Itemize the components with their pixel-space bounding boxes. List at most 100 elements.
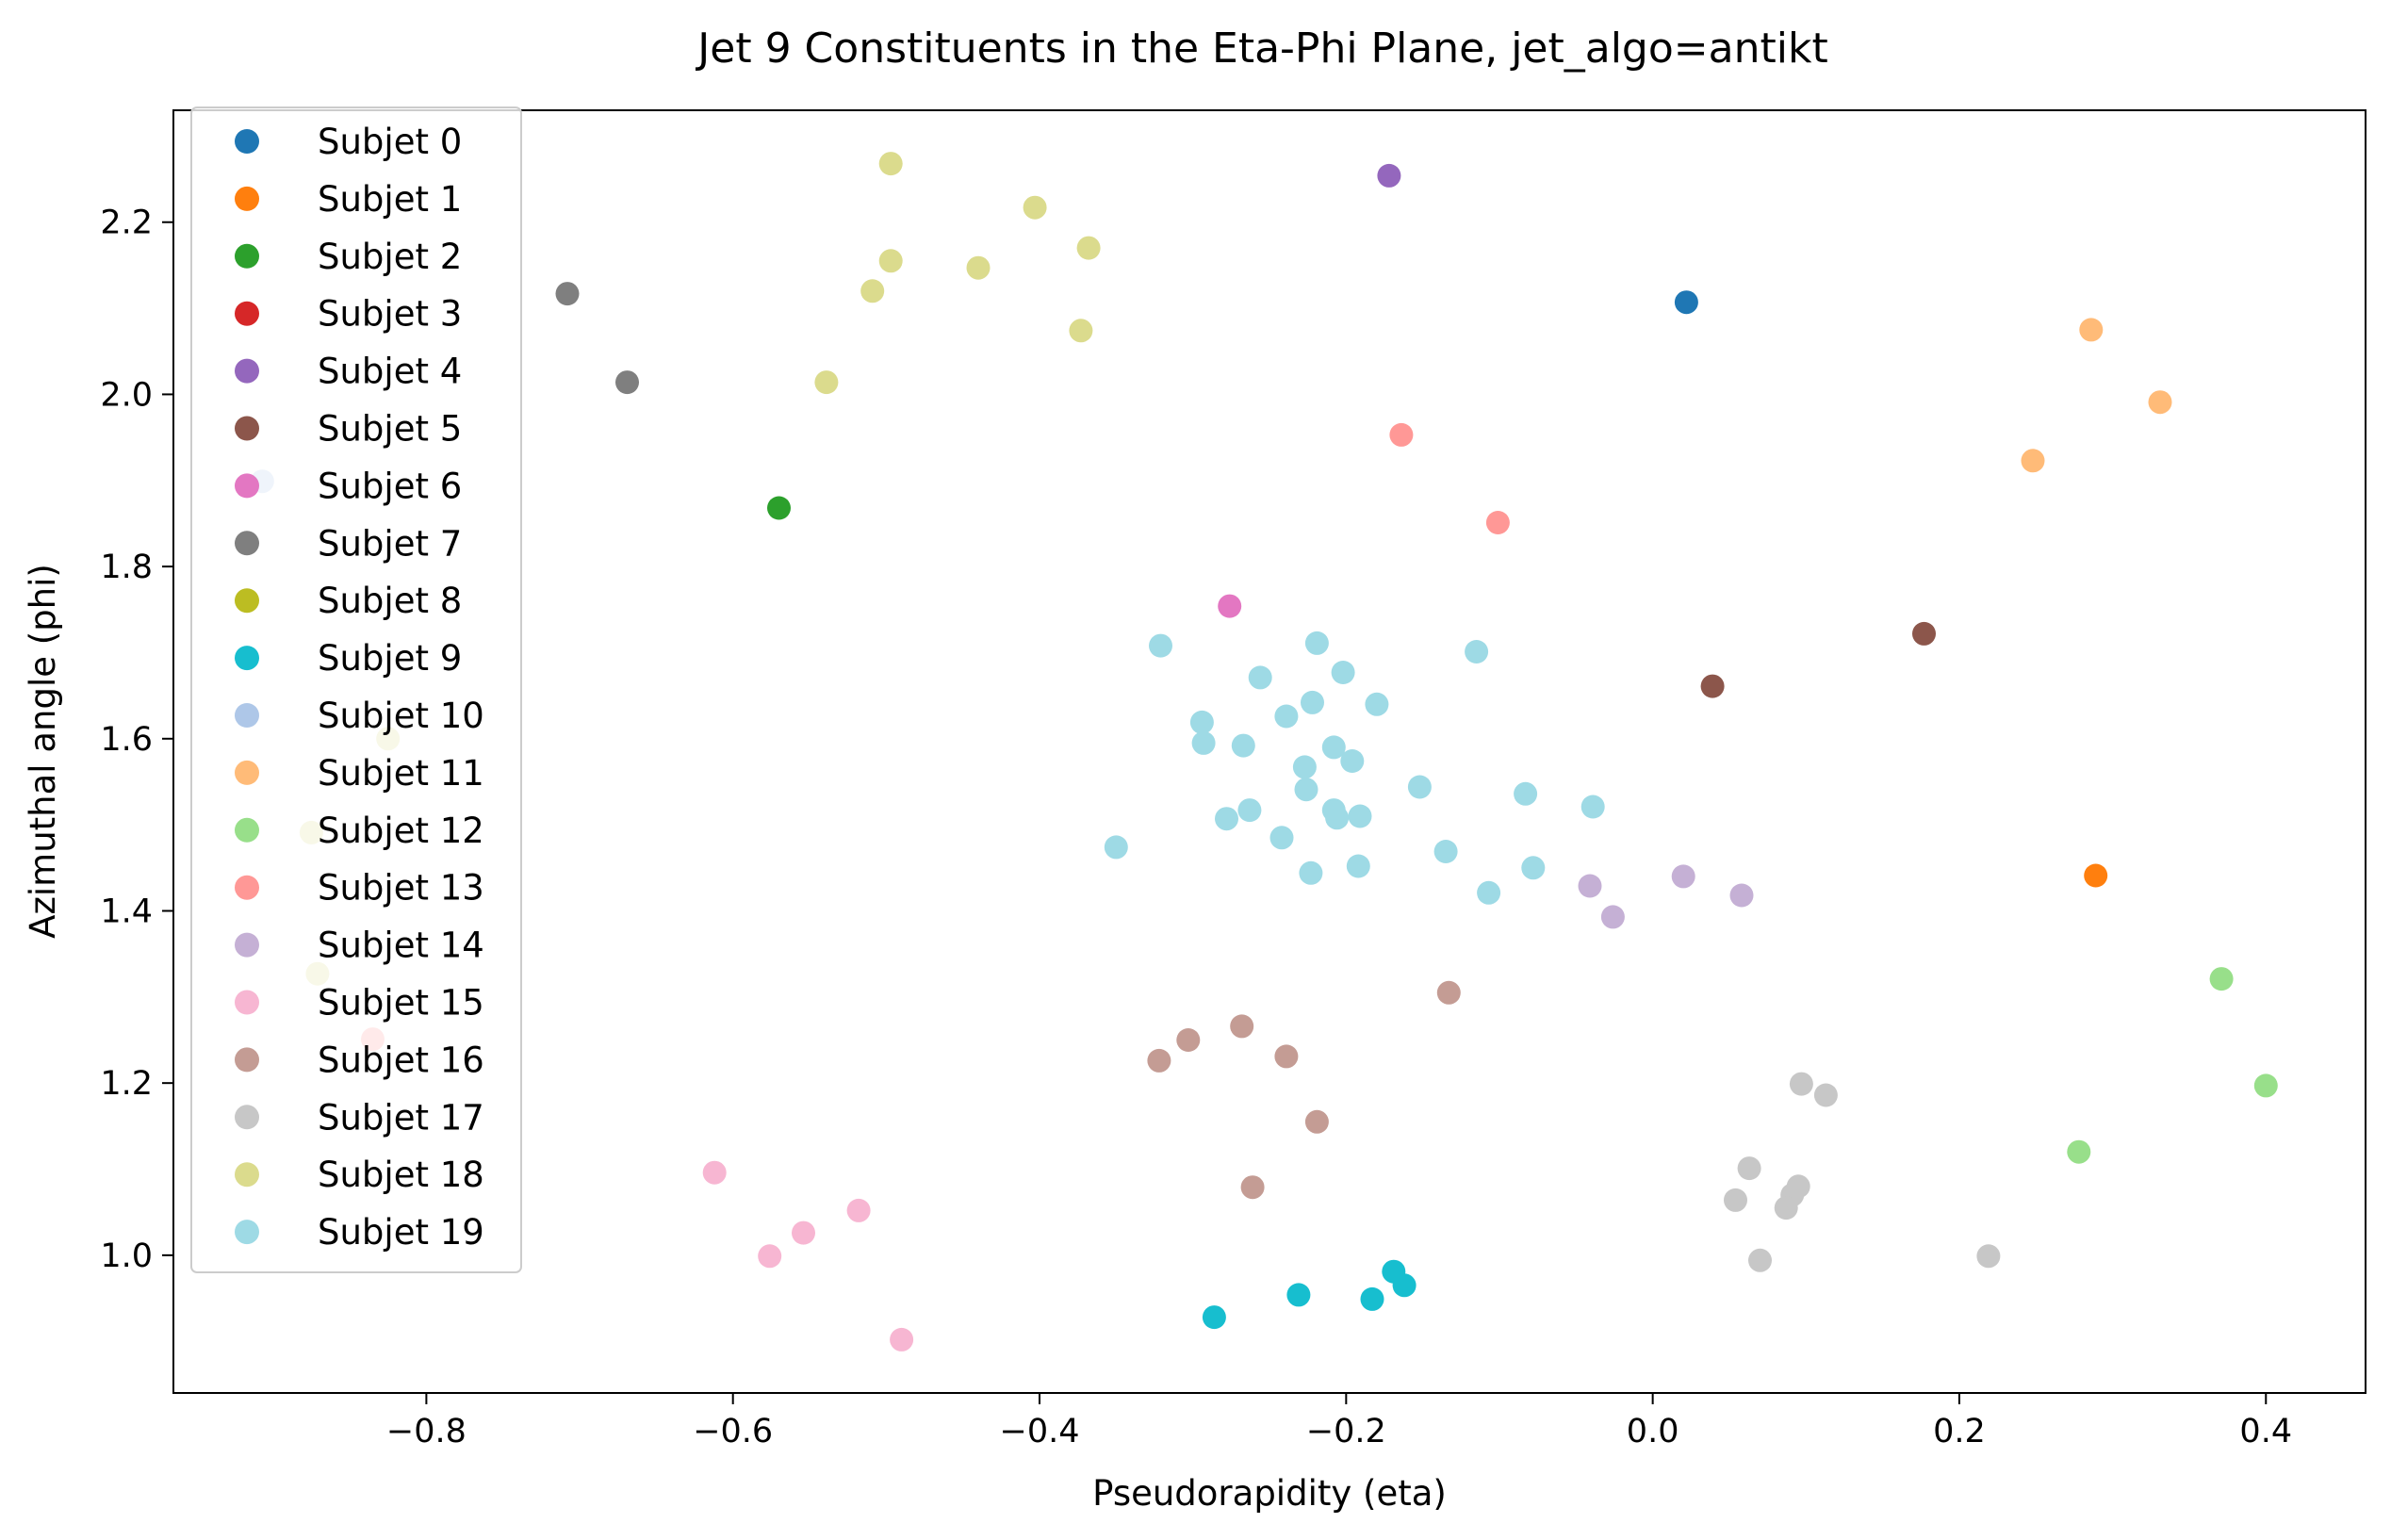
y-tick-label: 1.0 (100, 1237, 153, 1275)
legend-label: Subjet 3 (318, 294, 462, 335)
legend-marker (235, 129, 259, 154)
data-point (846, 1198, 871, 1222)
y-tick-label: 1.2 (100, 1065, 153, 1103)
legend-label: Subjet 14 (318, 926, 484, 966)
data-point (814, 370, 839, 395)
legend-label: Subjet 13 (318, 868, 484, 909)
data-point (1724, 1188, 1747, 1212)
data-point (1248, 665, 1272, 690)
x-tick-label: 0.0 (1627, 1413, 1679, 1450)
data-point (555, 282, 580, 306)
data-point (1069, 319, 1093, 343)
data-point (1176, 1028, 1201, 1052)
legend-label: Subjet 9 (318, 638, 462, 679)
data-point (1789, 1072, 1813, 1096)
data-point (1321, 735, 1346, 760)
y-tick-label: 2.2 (100, 205, 153, 242)
data-point (1202, 1305, 1226, 1330)
y-tick-label: 1.6 (100, 721, 153, 759)
legend-label: Subjet 8 (318, 581, 462, 621)
data-point (1813, 1083, 1838, 1107)
data-point (1340, 749, 1365, 773)
data-point (2209, 967, 2234, 991)
legend-marker (235, 703, 259, 728)
data-point (2148, 390, 2172, 415)
data-point (1240, 1175, 1265, 1200)
data-point (2084, 863, 2108, 888)
data-point (1076, 236, 1101, 260)
legend-marker (235, 416, 259, 441)
legend-label: Subjet 2 (318, 237, 462, 277)
y-tick-label: 2.0 (100, 376, 153, 414)
data-point (1294, 778, 1318, 802)
legend-marker (235, 588, 259, 614)
y-tick-label: 1.4 (100, 893, 153, 930)
data-point (1304, 631, 1329, 655)
legend-marker (235, 646, 259, 671)
data-point (702, 1160, 727, 1185)
data-point (1147, 1048, 1171, 1073)
data-point (1477, 880, 1501, 905)
data-point (1407, 775, 1432, 799)
data-point (1023, 195, 1047, 220)
data-point (1231, 733, 1255, 758)
data-point (1274, 704, 1299, 729)
chart-title: Jet 9 Constituents in the Eta-Phi Plane,… (695, 25, 1827, 73)
legend-label: Subjet 1 (318, 179, 462, 220)
data-point (1360, 1286, 1384, 1311)
data-point (1465, 640, 1489, 664)
data-point (1189, 710, 1214, 734)
legend-label: Subjet 12 (318, 811, 484, 851)
data-point (1580, 795, 1605, 819)
data-point (1912, 621, 1936, 646)
data-point (1521, 856, 1546, 880)
data-point (1671, 864, 1695, 889)
x-axis-label: Pseudorapidity (eta) (1092, 1473, 1447, 1514)
data-point (1748, 1248, 1772, 1272)
data-point (1269, 826, 1294, 850)
legend-label: Subjet 10 (318, 696, 484, 736)
data-point (1485, 511, 1510, 534)
data-points (250, 152, 2278, 1352)
legend-marker (235, 301, 259, 326)
x-tick-label: −0.6 (693, 1413, 773, 1450)
y-axis-label: Azimuthal angle (phi) (23, 564, 63, 939)
plot-frame (172, 109, 2366, 1394)
legend-label: Subjet 15 (318, 983, 484, 1024)
legend-marker (235, 875, 259, 900)
legend-label: Subjet 16 (318, 1040, 484, 1080)
data-point (1436, 980, 1461, 1005)
data-point (1104, 835, 1128, 860)
data-point (1600, 905, 1625, 929)
data-point (1325, 806, 1350, 830)
data-point (1392, 1273, 1417, 1298)
data-point (1737, 1156, 1761, 1181)
x-tick-label: 0.2 (1933, 1413, 1986, 1450)
data-point (1774, 1196, 1798, 1221)
data-point (1578, 874, 1602, 898)
data-point (1230, 1014, 1254, 1039)
data-point (1274, 1044, 1299, 1069)
legend-marker (235, 1105, 259, 1130)
data-point (1215, 807, 1238, 831)
data-point (1292, 755, 1317, 779)
data-point (1304, 1109, 1329, 1134)
data-point (878, 249, 903, 273)
legend-label: Subjet 17 (318, 1097, 484, 1138)
data-point (2079, 318, 2104, 342)
legend-marker (235, 1047, 259, 1073)
y-tick-label: 1.8 (100, 549, 153, 586)
data-point (758, 1244, 782, 1269)
legend-marker (235, 243, 259, 269)
legend-marker (235, 1162, 259, 1188)
legend-label: Subjet 0 (318, 122, 462, 162)
data-point (1149, 633, 1172, 658)
data-point (890, 1327, 914, 1352)
x-tick-label: 0.4 (2239, 1413, 2292, 1450)
legend-marker (235, 358, 259, 384)
data-point (1331, 661, 1355, 684)
legend-label: Subjet 11 (318, 753, 484, 794)
data-point (966, 255, 991, 280)
x-tick-label: −0.4 (1000, 1413, 1080, 1450)
